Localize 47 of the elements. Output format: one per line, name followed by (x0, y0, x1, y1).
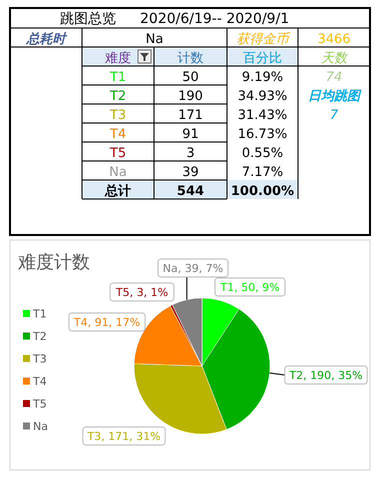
legend-label: T5 (32, 398, 47, 410)
data-label: T2, 190, 35% (288, 369, 363, 382)
text: 3466 (317, 32, 351, 47)
text: 100.00% (230, 184, 294, 199)
text: 91 (182, 127, 199, 142)
text: 日均跳图 (308, 89, 362, 104)
chart-title: 难度计数 (17, 252, 90, 273)
data-label: T3, 171, 31% (86, 430, 161, 443)
text: 39 (182, 165, 199, 180)
data-label: T4, 91, 17% (72, 316, 140, 329)
text: Na (109, 165, 127, 180)
text: 难度 (104, 50, 131, 66)
text: 跳图总览 (60, 11, 116, 27)
text: 171 (178, 108, 203, 123)
text: 获得金币 (236, 32, 290, 47)
text: 544 (176, 184, 204, 199)
text: 74 (326, 70, 342, 85)
legend-label: T3 (32, 352, 47, 366)
text: T4 (108, 127, 126, 142)
text: 31.43% (238, 108, 288, 123)
text: 3 (186, 146, 195, 161)
legend-label: T4 (32, 375, 47, 388)
legend-label: Na (33, 420, 48, 433)
data-label: T1, 50, 9% (219, 281, 280, 294)
text: 50 (182, 70, 199, 85)
text: T1 (108, 70, 126, 85)
text: T2 (108, 89, 126, 104)
text: 0.55% (242, 146, 284, 161)
text: 总耗时 (26, 31, 68, 47)
text: 190 (178, 89, 203, 104)
text: 7 (330, 108, 339, 123)
text: 天数 (321, 51, 349, 66)
text: T3 (108, 108, 126, 123)
text: 7.17% (242, 165, 284, 180)
data-label: Na, 39, 7% (162, 262, 224, 275)
text: 34.93% (238, 89, 288, 104)
text: 总计 (104, 183, 131, 199)
text: 计数 (178, 51, 204, 66)
text: Na (146, 32, 164, 47)
text: T5 (108, 146, 126, 161)
legend-label: T1 (32, 308, 47, 320)
legend-label: T2 (32, 330, 47, 343)
text: 9.19% (242, 70, 284, 85)
data-label: T5, 3, 1% (114, 286, 168, 299)
text: 2020/6/19-- 2020/9/1 (140, 11, 290, 27)
text: 百分比 (243, 51, 282, 66)
text: 16.73% (238, 127, 288, 142)
